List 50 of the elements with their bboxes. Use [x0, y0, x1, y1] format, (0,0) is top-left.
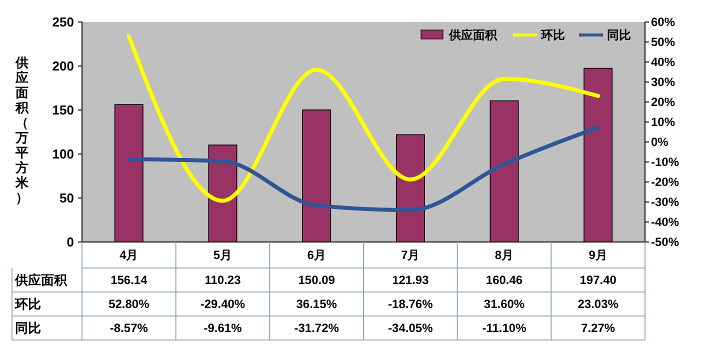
- data-label: -29.40%: [200, 297, 246, 312]
- legend-label: 供应面积: [448, 28, 498, 42]
- data-label: 52.80%: [108, 297, 150, 312]
- data-label: -8.57%: [110, 321, 148, 336]
- text: 供应面积: [15, 272, 67, 288]
- text: 环比: [15, 296, 41, 312]
- y2-tick-label: -10%: [651, 155, 680, 170]
- y2-tick-label: -30%: [651, 195, 680, 210]
- data-label: -18.76%: [388, 297, 434, 312]
- y2-tick-label: -50%: [651, 235, 680, 250]
- data-label: 160.46: [486, 273, 523, 288]
- data-label: -11.10%: [482, 321, 527, 336]
- data-label: -31.72%: [294, 321, 340, 336]
- x-tick-label: 8月: [494, 248, 514, 262]
- data-label: 23.03%: [578, 297, 619, 312]
- data-label: -34.05%: [388, 321, 434, 336]
- data-label: 36.15%: [296, 297, 338, 312]
- x-tick-label: 5月: [213, 248, 232, 262]
- y2-tick-label: 20%: [651, 95, 676, 110]
- y-tick-label: 0: [66, 234, 74, 250]
- y2-tick-label: -40%: [651, 215, 680, 230]
- x-tick-label: 7月: [401, 248, 420, 262]
- data-label: 156.14: [110, 273, 148, 288]
- data-label: 110.23: [204, 273, 242, 288]
- text: 供应面积（万平方米）: [16, 55, 28, 205]
- legend-label: 同比: [607, 28, 631, 42]
- data-label: 31.60%: [484, 297, 525, 312]
- line-series: [126, 125, 600, 212]
- legend-label: 环比: [540, 28, 565, 42]
- y-tick-label: 100: [52, 146, 74, 162]
- data-label: 197.40: [580, 273, 617, 288]
- x-tick-label: 6月: [307, 248, 326, 262]
- data-label: 150.09: [298, 273, 336, 288]
- y-tick-label: 50: [60, 190, 74, 206]
- y-tick-label: 150: [52, 102, 74, 118]
- y2-tick-label: 40%: [651, 55, 676, 70]
- y2-tick-label: 0%: [651, 135, 669, 150]
- data-label: -9.61%: [204, 321, 242, 336]
- data-label: 7.27%: [581, 321, 616, 336]
- x-tick-label: 4月: [120, 248, 138, 262]
- y-tick-label: 200: [52, 58, 74, 74]
- y2-tick-label: 10%: [651, 115, 676, 130]
- y2-tick-label: -20%: [651, 175, 680, 190]
- data-label: 121.93: [392, 273, 430, 288]
- y2-tick-label: 60%: [651, 15, 676, 30]
- x-tick-label: 9月: [588, 248, 608, 262]
- y-tick-label: 250: [52, 14, 74, 30]
- text: 同比: [15, 320, 41, 336]
- y2-tick-label: 30%: [651, 75, 676, 90]
- y2-tick-label: 50%: [651, 35, 676, 50]
